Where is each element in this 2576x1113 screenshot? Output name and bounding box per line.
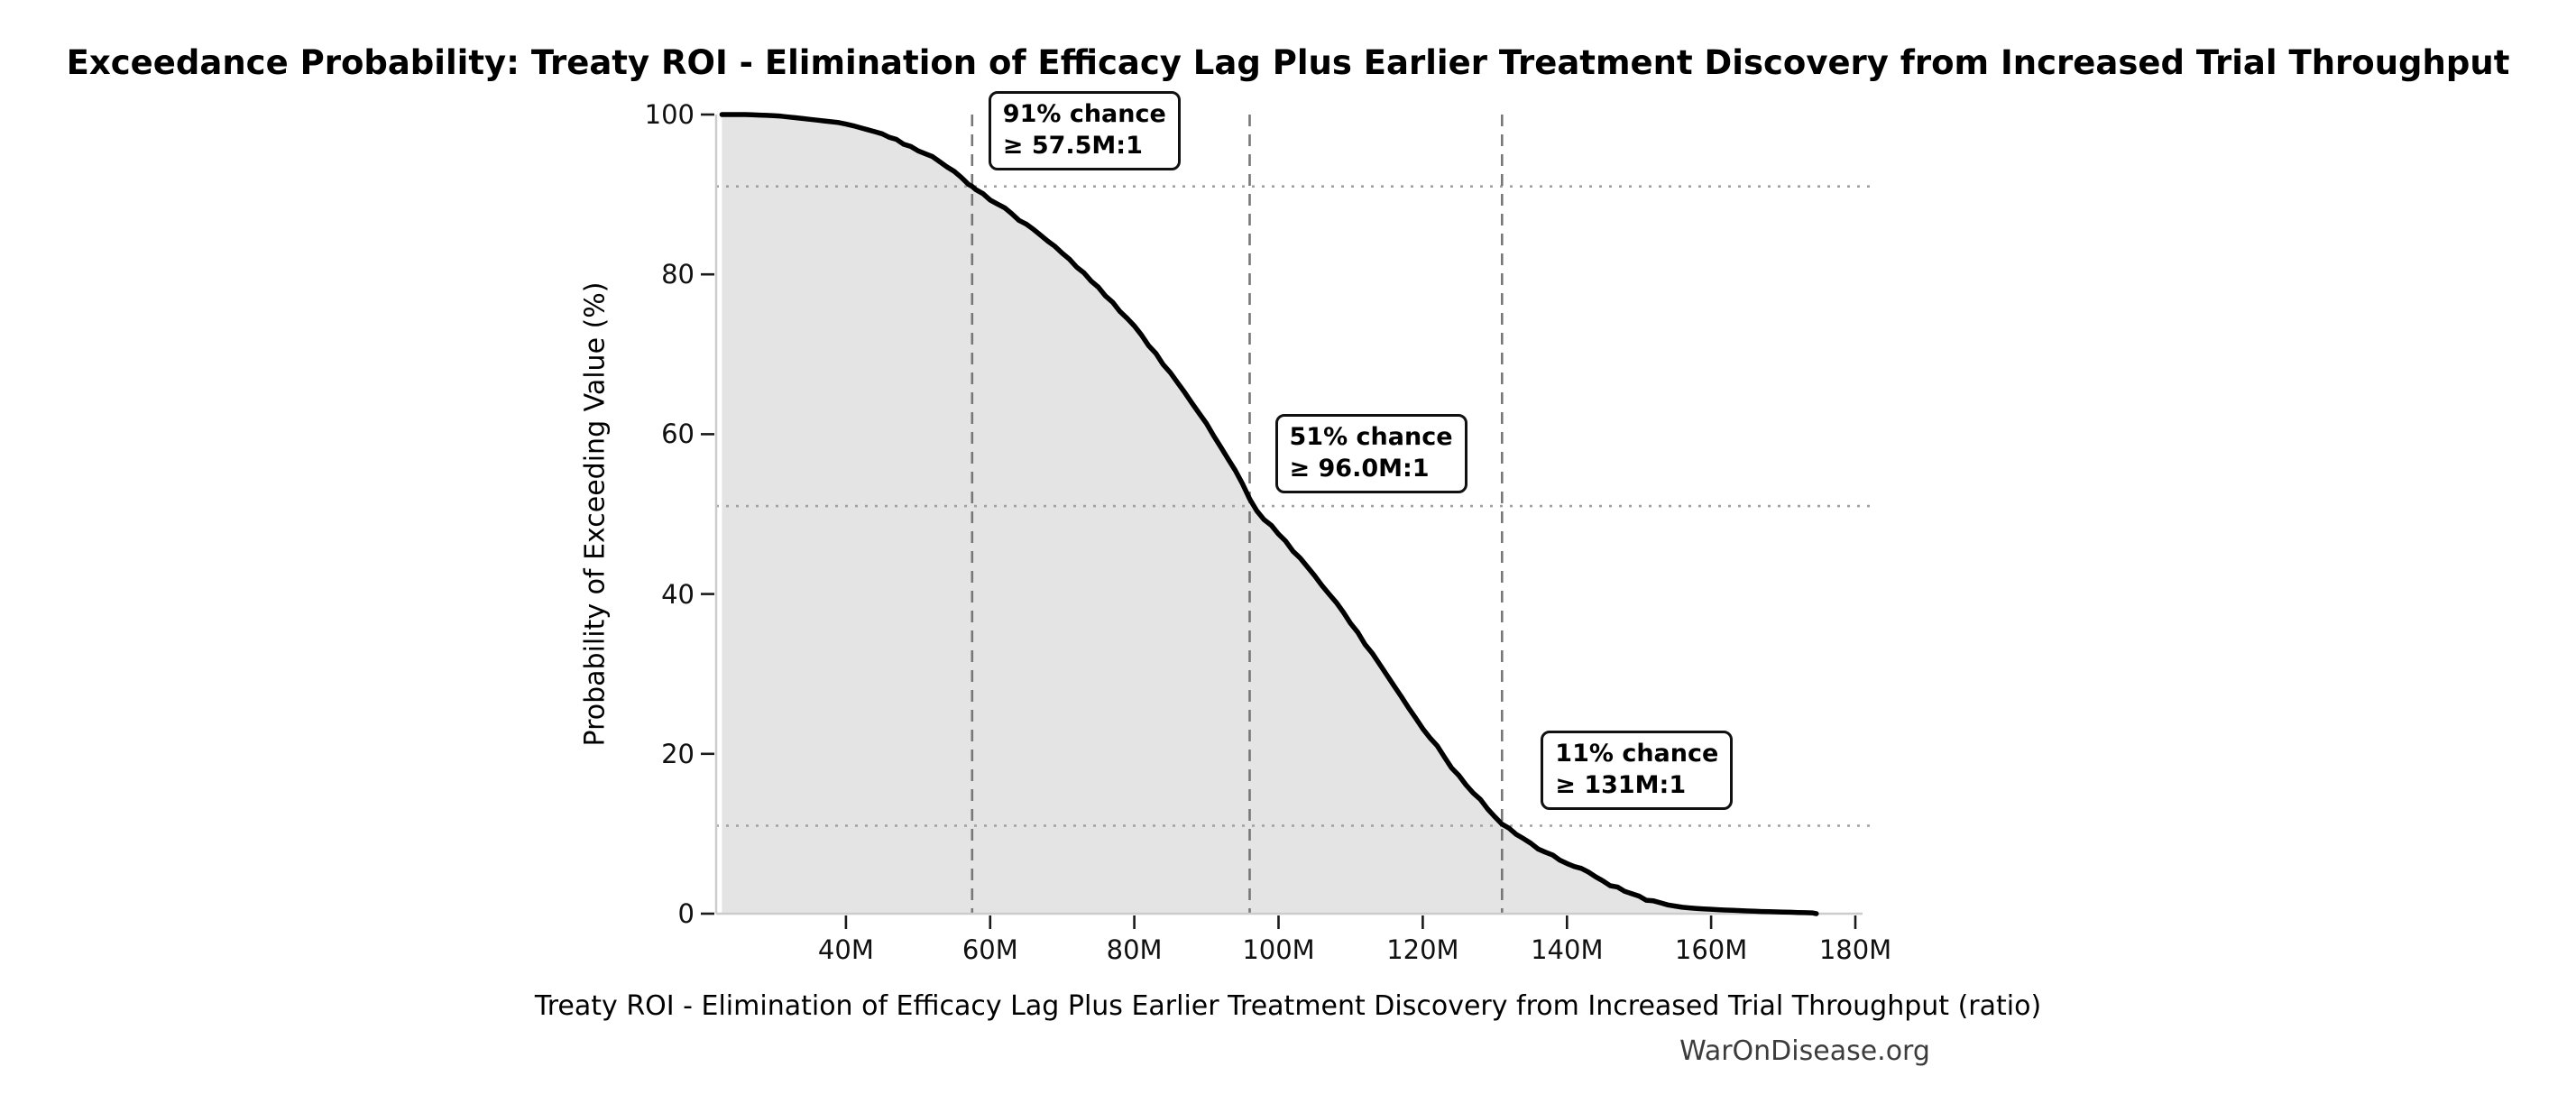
y-tick-label-60: 60: [661, 419, 695, 450]
y-tick-label-40: 40: [661, 578, 695, 610]
annotation-chance-text: 51% chance: [1289, 423, 1453, 452]
y-tick-label-80: 80: [661, 259, 695, 290]
annotation-box-51pct: 51% chance ≥ 96.0M:1: [1274, 414, 1467, 494]
x-tick-label-100M: 100M: [1242, 934, 1315, 965]
x-tick-label-80M: 80M: [1106, 934, 1163, 965]
watermark: WarOnDisease.org: [1679, 1035, 1930, 1067]
annotation-box-91pct: 91% chance ≥ 57.5M:1: [988, 90, 1181, 170]
x-tick-label-140M: 140M: [1531, 934, 1604, 965]
exceedance-curve: [719, 112, 1819, 916]
y-tick-label-20: 20: [661, 738, 695, 769]
annotation-threshold-text: ≥ 96.0M:1: [1289, 455, 1430, 483]
x-axis-label: Treaty ROI - Elimination of Efficacy Lag…: [534, 990, 2042, 1022]
annotation-threshold-text: ≥ 131M:1: [1555, 770, 1687, 799]
chart-title: Exceedance Probability: Treaty ROI - Eli…: [66, 43, 2510, 82]
annotation-box-11pct: 11% chance ≥ 131M:1: [1541, 730, 1734, 810]
x-tick-label-40M: 40M: [817, 934, 874, 965]
x-tick-label-60M: 60M: [961, 934, 1018, 965]
y-tick-label-100: 100: [644, 99, 695, 130]
annotation-chance-text: 11% chance: [1555, 739, 1719, 768]
area-fill: [722, 115, 1817, 914]
x-tick-label-180M: 180M: [1818, 934, 1892, 965]
y-axis-label: Probability of Exceeding Value (%): [579, 281, 612, 747]
y-tick-label-0: 0: [677, 898, 695, 929]
x-tick-label-120M: 120M: [1386, 934, 1459, 965]
x-tick-label-160M: 160M: [1674, 934, 1748, 965]
annotation-chance-text: 91% chance: [1002, 99, 1166, 128]
annotation-threshold-text: ≥ 57.5M:1: [1002, 131, 1143, 160]
